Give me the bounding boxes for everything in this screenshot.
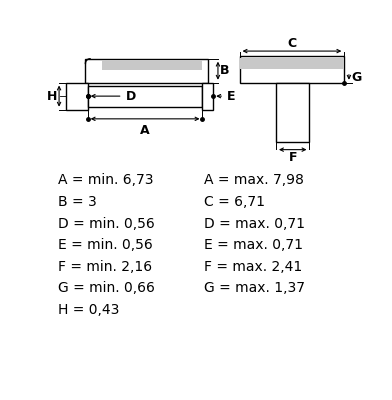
Bar (202, 83, 213, 110)
Text: F: F (289, 151, 297, 164)
Bar (88, 86, 202, 106)
Text: D: D (126, 90, 136, 103)
Text: C = 6,71: C = 6,71 (204, 195, 265, 209)
Bar (240, 58, 344, 69)
Text: F = max. 2,41: F = max. 2,41 (204, 260, 302, 274)
Bar (66, 83, 88, 110)
Text: G: G (351, 71, 361, 84)
Text: D = min. 0,56: D = min. 0,56 (58, 216, 155, 230)
Text: G = min. 0,66: G = min. 0,66 (58, 281, 155, 295)
Bar (276, 83, 309, 142)
Bar (240, 56, 344, 83)
Text: A: A (140, 124, 150, 137)
Text: H: H (47, 90, 58, 103)
Bar (102, 60, 202, 70)
Text: G = max. 1,37: G = max. 1,37 (204, 281, 305, 295)
Text: C: C (287, 36, 296, 50)
Bar (85, 59, 208, 83)
Text: E = min. 0,56: E = min. 0,56 (58, 238, 153, 252)
Text: B: B (220, 64, 230, 77)
Text: E = max. 0,71: E = max. 0,71 (204, 238, 303, 252)
Text: E: E (227, 90, 235, 103)
Text: F = min. 2,16: F = min. 2,16 (58, 260, 152, 274)
Text: A = max. 7,98: A = max. 7,98 (204, 174, 304, 188)
Text: B = 3: B = 3 (58, 195, 97, 209)
Text: H = 0,43: H = 0,43 (58, 303, 120, 317)
Text: D = max. 0,71: D = max. 0,71 (204, 216, 305, 230)
Text: A = min. 6,73: A = min. 6,73 (58, 174, 154, 188)
